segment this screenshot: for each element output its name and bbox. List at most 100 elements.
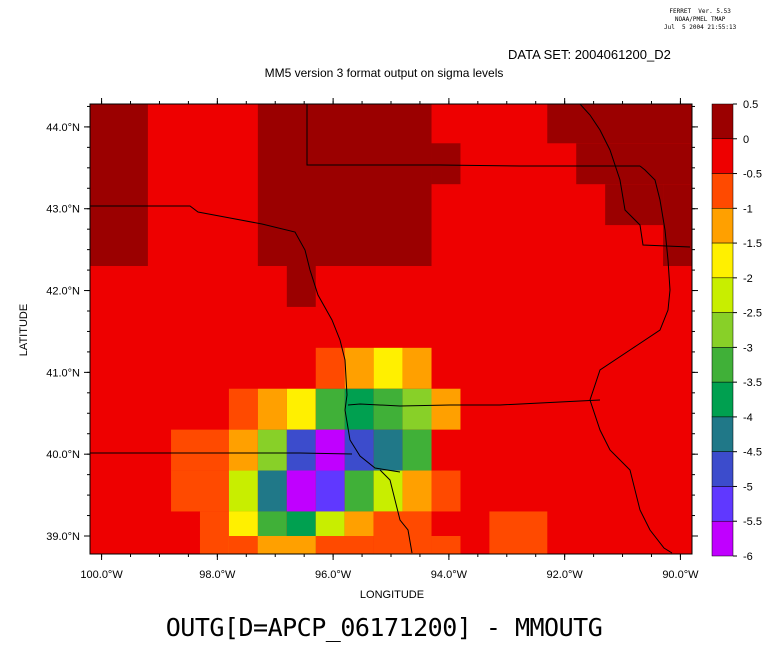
colorbar-swatch	[711, 416, 734, 452]
boundary-line	[379, 469, 413, 554]
heatmap-cell	[286, 266, 316, 307]
heatmap-cell	[431, 470, 461, 512]
heatmap-cell	[286, 388, 316, 430]
boundary-line	[90, 205, 401, 473]
heatmap-cell	[344, 470, 374, 512]
heatmap-cell	[257, 536, 316, 554]
heatmap-cell	[460, 104, 548, 144]
colorbar-label: -4	[743, 412, 753, 424]
heatmap-cell	[402, 429, 432, 471]
heatmap-cell	[373, 511, 432, 554]
heatmap-cell	[286, 470, 316, 512]
heatmap-cell	[315, 388, 345, 430]
heatmap-cell	[315, 536, 374, 554]
x-tick-label: 92.0°W	[547, 569, 584, 581]
y-tick-label: 44.0°N	[46, 122, 80, 134]
x-tick-label: 98.0°W	[199, 569, 236, 581]
state-boundaries	[90, 103, 691, 554]
heatmap-cell	[171, 429, 229, 471]
heatmap-cell	[286, 429, 316, 471]
x-tick-label: 94.0°W	[431, 569, 468, 581]
dataset-label: DATA SET: 2004061200_D2	[508, 47, 671, 62]
colorbar-swatch	[711, 138, 734, 174]
heatmap-cell	[402, 347, 432, 389]
x-ticks: 100.0°W 98.0°W 96.0°W 94.0°W 92.0°W 90.0°W	[80, 98, 699, 581]
x-tick-label: 90.0°W	[662, 569, 699, 581]
y-tick-label: 39.0°N	[46, 531, 80, 543]
heatmap-cell	[228, 470, 258, 512]
colorbar-label: -6	[743, 551, 753, 563]
colorbar-label: -1	[743, 203, 753, 215]
colorbar-swatch	[711, 242, 734, 279]
heatmap-cell	[199, 511, 229, 554]
heatmap-cell	[373, 470, 403, 512]
colorbar-swatch	[711, 451, 734, 487]
heatmap-cell	[228, 388, 258, 430]
colorbar-label: 0.5	[743, 99, 758, 111]
heatmap-cell	[663, 184, 692, 266]
stamp-line-3: Jul 5 2004 21:55:13	[664, 24, 737, 31]
heatmap-cell	[90, 104, 148, 266]
heatmap-cell	[547, 104, 692, 144]
y-ticks: 39.0°N 40.0°N 41.0°N 42.0°N 43.0°N 44.0°N	[46, 105, 698, 543]
boundary-line	[90, 452, 353, 455]
boundary-line	[347, 399, 601, 407]
y-tick-label: 40.0°N	[46, 449, 80, 461]
heatmap-cells	[90, 104, 692, 554]
colorbar-label: -3	[743, 342, 753, 354]
y-tick-label: 41.0°N	[46, 367, 80, 379]
colorbar-label: -2	[743, 273, 753, 285]
heatmap-cell	[315, 429, 345, 471]
colorbar-swatch	[711, 520, 734, 557]
colorbar-label: -0.5	[743, 169, 762, 181]
heatmap-cell	[257, 470, 287, 512]
heatmap-cell	[489, 511, 548, 554]
x-tick-label: 96.0°W	[315, 569, 352, 581]
heatmap-cell	[344, 347, 374, 389]
heatmap-cell	[373, 388, 403, 430]
colorbar-swatch	[711, 173, 734, 209]
y-axis-label: LATITUDE	[18, 304, 30, 356]
heatmap-cell	[402, 470, 432, 512]
heatmap-cell	[315, 347, 345, 389]
heatmap-cell	[257, 388, 287, 430]
x-tick-label: 100.0°W	[80, 569, 123, 581]
colorbar-swatch	[711, 486, 734, 522]
y-tick-label: 42.0°N	[46, 286, 80, 298]
colorbar-swatch	[711, 381, 734, 418]
colorbar-label: -5.5	[743, 516, 762, 528]
heatmap-cell	[315, 470, 345, 512]
colorbar-label: -3.5	[743, 377, 762, 389]
colorbar-label: 0	[743, 134, 749, 146]
heatmap-cell	[605, 184, 664, 226]
stamp-line-1: FERRET Ver. 5.53	[669, 8, 731, 15]
heatmap-cell	[344, 388, 374, 430]
heatmap-cell	[431, 143, 461, 185]
colorbar-label: -4.5	[743, 447, 762, 459]
colorbar: 0.5 0 -0.5 -1 -1.5 -2 -2.5 -3 -3.5 -4 -4.5 -5 -5.5 -6	[711, 99, 762, 563]
boundary-line	[589, 165, 673, 554]
colorbar-swatch	[711, 208, 734, 244]
heatmap-cell	[228, 536, 258, 554]
colorbar-swatch	[711, 312, 734, 348]
boundary-line	[579, 103, 691, 248]
heatmap-cell	[171, 470, 229, 512]
heatmap-cell	[373, 347, 403, 389]
colorbar-label: -1.5	[743, 238, 762, 250]
heatmap-cell	[228, 429, 258, 471]
heatmap-cell	[576, 143, 692, 185]
stamp-line-2: NOAA/PMEL TMAP	[674, 16, 726, 23]
heatmap-cell	[373, 429, 403, 471]
footer-title: OUTG[D=APCP_06171200] - MMOUTG	[165, 613, 603, 642]
y-tick-label: 43.0°N	[46, 204, 80, 216]
x-axis-label: LONGITUDE	[360, 589, 424, 601]
plot-title: MM5 version 3 format output on sigma lev…	[264, 66, 504, 80]
colorbar-swatch	[711, 277, 734, 313]
colorbar-label: -5	[743, 481, 753, 493]
heatmap-cell	[431, 536, 461, 554]
heatmap-cell	[257, 104, 432, 266]
ferret-stamp: FERRET Ver. 5.53 NOAA/PMEL TMAP Jul 5 20…	[664, 8, 736, 32]
colorbar-swatch	[711, 347, 734, 383]
heatmap-cell	[431, 388, 461, 430]
